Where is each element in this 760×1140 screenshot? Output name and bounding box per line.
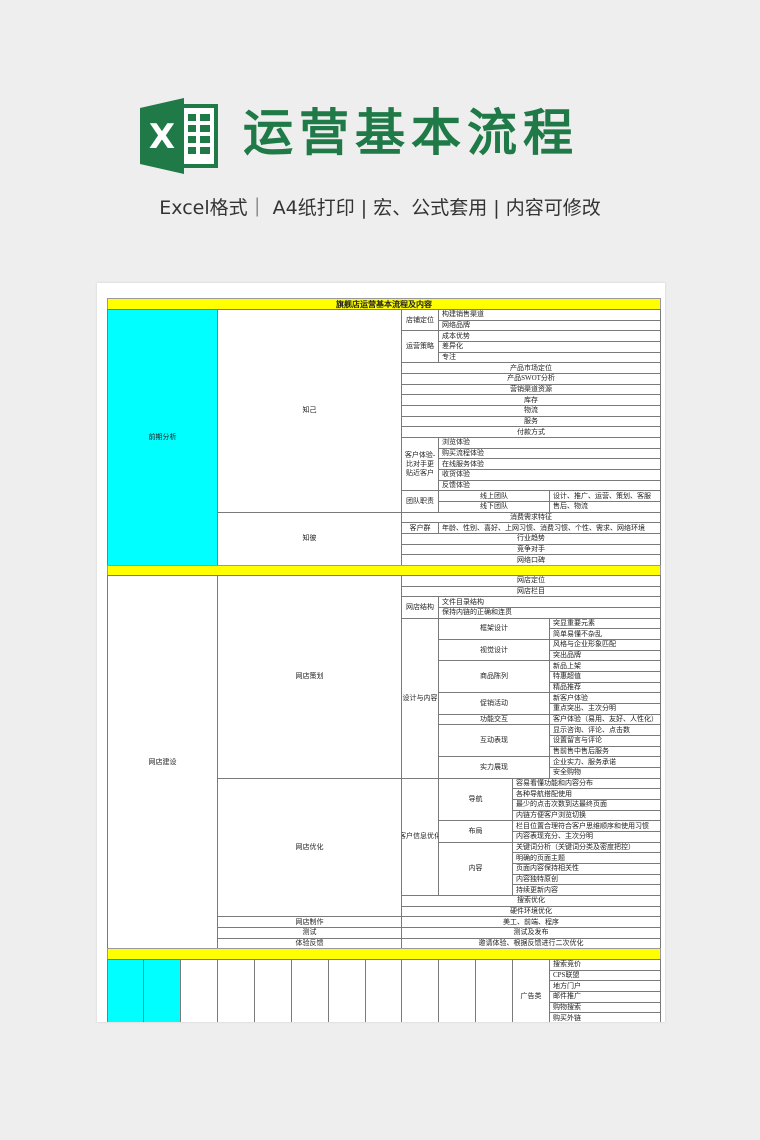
spreadsheet: 旗舰店运营基本流程及内容 前期分析 知己 知彼 店铺定位 构建销售渠道 网络品牌 运营策略 成本… xyxy=(97,283,665,1022)
group-cell[interactable]: 促销活动 xyxy=(438,692,550,715)
item-cell[interactable]: 购买外链 xyxy=(549,1012,661,1022)
empty-cell[interactable] xyxy=(291,959,329,1022)
category-cell[interactable]: 知己 xyxy=(217,309,402,513)
group-cell[interactable]: 导航 xyxy=(438,777,513,822)
excel-logo-icon: X xyxy=(140,98,218,174)
group-cell[interactable]: 互动表现 xyxy=(438,724,550,758)
empty-cell[interactable] xyxy=(438,959,476,1022)
group-cell[interactable]: 布局 xyxy=(438,820,513,843)
empty-cell[interactable] xyxy=(328,959,366,1022)
svg-text:X: X xyxy=(149,117,175,157)
category-cell[interactable]: 网店策划 xyxy=(217,575,402,779)
group-cell[interactable]: 广告类 xyxy=(512,959,550,1022)
page-title: 运营基本流程 xyxy=(243,104,579,162)
empty-cell[interactable] xyxy=(475,959,513,1022)
group-cell[interactable]: 视觉设计 xyxy=(438,639,550,662)
empty-cell[interactable] xyxy=(143,959,181,1022)
group-cell[interactable]: 实力展现 xyxy=(438,756,550,779)
label-cell[interactable]: 店铺定位 xyxy=(401,309,439,332)
group-cell[interactable]: 商品陈列 xyxy=(438,660,550,694)
label-cell[interactable]: 网店结构 xyxy=(401,596,439,619)
empty-cell[interactable] xyxy=(180,959,218,1022)
page-subtitle: Excel格式｜ A4纸打印 | 宏、公式套用 | 内容可修改 xyxy=(159,197,601,219)
label-cell[interactable]: 团队职责 xyxy=(401,490,439,513)
phase-cell[interactable]: 前期分析 xyxy=(107,309,218,566)
phase-cell[interactable]: 网店建设 xyxy=(107,575,218,950)
group-cell[interactable]: 内容 xyxy=(438,841,513,896)
label-cell[interactable]: 客户体验-比对手更贴近客户 xyxy=(401,437,439,492)
group-cell[interactable]: 框架设计 xyxy=(438,617,550,640)
empty-cell[interactable] xyxy=(217,959,255,1022)
empty-cell[interactable] xyxy=(365,959,402,1022)
empty-cell[interactable] xyxy=(107,959,144,1022)
category-cell[interactable]: 网店优化 xyxy=(217,777,402,918)
label-cell[interactable]: 客户信息优化 xyxy=(401,777,439,896)
label-cell[interactable]: 设计与内容 xyxy=(401,617,439,779)
empty-cell[interactable] xyxy=(254,959,292,1022)
empty-cell[interactable] xyxy=(401,959,439,1022)
label-cell[interactable]: 运营策略 xyxy=(401,330,439,364)
category-cell[interactable]: 知彼 xyxy=(217,511,402,566)
